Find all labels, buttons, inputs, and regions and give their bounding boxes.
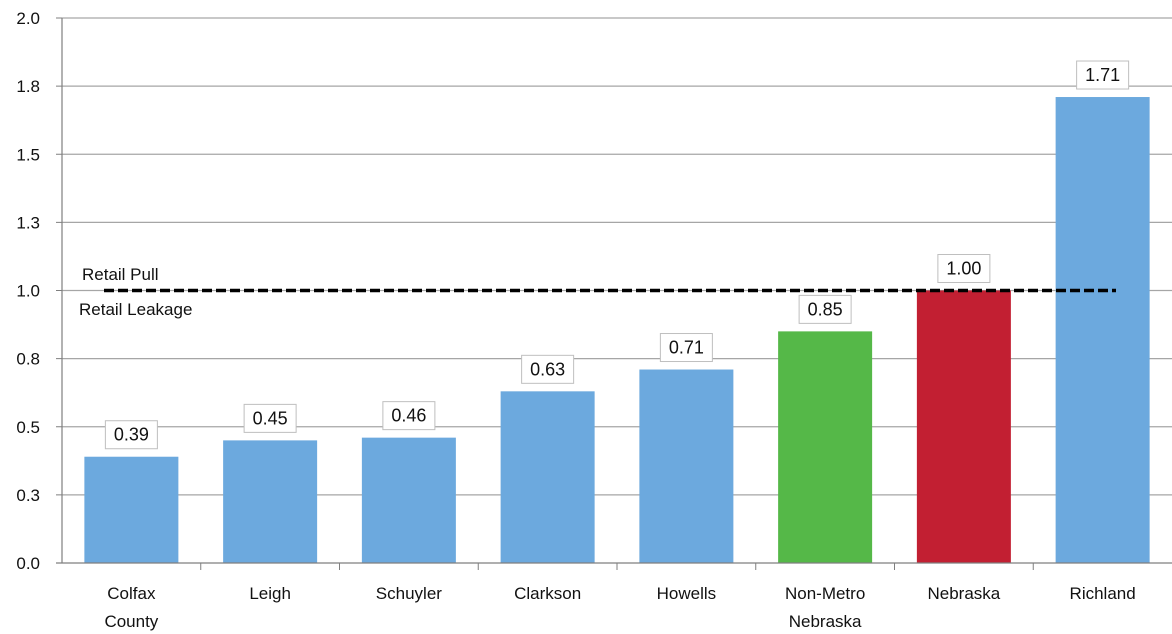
data-label-text: 0.39 [114,425,149,445]
data-label-box [521,354,575,384]
x-tick-label: Leigh [249,584,291,603]
data-label: 0.45 [243,403,297,433]
x-tick-labels: Colfax County Leigh Schuyler Clarkson Howells… [104,584,1135,631]
data-label: 1.00 [937,254,991,283]
data-label: 0.85 [798,294,852,324]
data-label-text: 0.63 [530,359,565,379]
data-label-text: 0.71 [669,338,704,358]
y-tick-label: 2.0 [16,9,40,28]
x-tick-label: Clarkson [514,584,581,603]
data-label: 0.63 [521,354,575,384]
bars [84,97,1150,564]
y-tick-label: 0.5 [16,418,40,437]
y-tick-label: 1.8 [16,77,40,96]
retail-leakage-label: Retail Leakage [79,300,192,319]
bar [639,369,734,563]
data-label-box [937,254,991,283]
bar [1055,97,1150,564]
y-tick-label: 1.3 [16,213,40,232]
data-label-box [798,294,852,324]
x-tick-label: Howells [657,584,717,603]
data-label: 0.71 [659,333,713,363]
y-tick-label: 1.5 [16,145,40,164]
y-tick-labels: 0.0 0.3 0.5 0.8 1.0 1.3 1.5 1.8 2.0 [16,9,40,573]
data-label-box [243,403,297,433]
bar [361,437,456,563]
data-label-box [659,333,713,363]
x-tick-label: County [104,612,158,631]
bar [84,456,179,563]
data-label: 1.71 [1076,60,1130,90]
x-tick-label: Colfax [107,584,156,603]
y-tick-label: 0.3 [16,486,40,505]
y-tick-label: 0.8 [16,350,40,369]
x-tick-label: Nebraska [789,612,862,631]
x-tick-label: Schuyler [376,584,442,603]
reference-line-group: Retail Pull Retail Leakage [79,265,1116,319]
data-label: 0.46 [382,401,436,431]
bar [778,331,873,563]
data-label-text: 0.46 [391,406,426,426]
bar [916,290,1011,563]
bar [223,440,318,563]
y-tick-label: 1.0 [16,282,40,301]
data-label-box [1076,60,1130,90]
data-label-box [382,401,436,431]
data-label-text: 0.85 [808,299,843,319]
data-label-text: 1.00 [946,259,981,279]
data-label: 0.39 [104,420,158,450]
x-tick-label: Nebraska [927,584,1000,603]
x-tick-label: Richland [1070,584,1136,603]
data-labels: 0.39 0.45 0.46 0.63 0.71 0.85 1.00 1.71 [104,60,1130,450]
x-tick-label: Non-Metro [785,584,865,603]
y-tick-label: 0.0 [16,554,40,573]
axes [56,17,1172,570]
data-label-text: 1.71 [1085,65,1120,85]
data-label-box [104,420,158,450]
retail-pull-label: Retail Pull [82,265,159,284]
data-label-text: 0.45 [253,408,288,428]
bar [500,391,595,563]
